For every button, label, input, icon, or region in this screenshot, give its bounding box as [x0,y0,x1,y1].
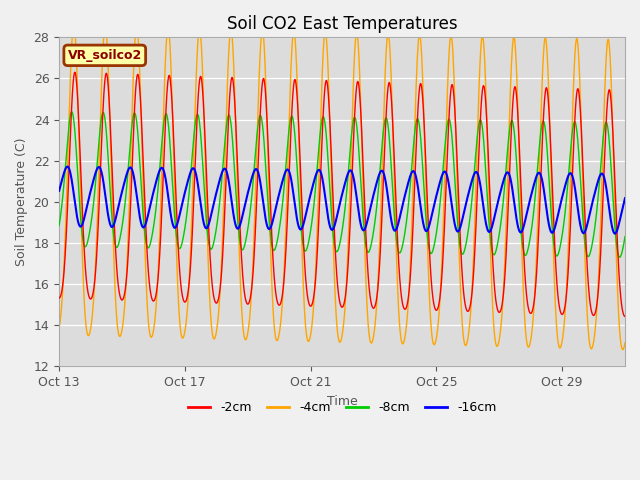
X-axis label: Time: Time [326,395,358,408]
Y-axis label: Soil Temperature (C): Soil Temperature (C) [15,138,28,266]
Title: Soil CO2 East Temperatures: Soil CO2 East Temperatures [227,15,458,33]
Legend: -2cm, -4cm, -8cm, -16cm: -2cm, -4cm, -8cm, -16cm [182,396,502,420]
Text: VR_soilco2: VR_soilco2 [68,49,142,62]
